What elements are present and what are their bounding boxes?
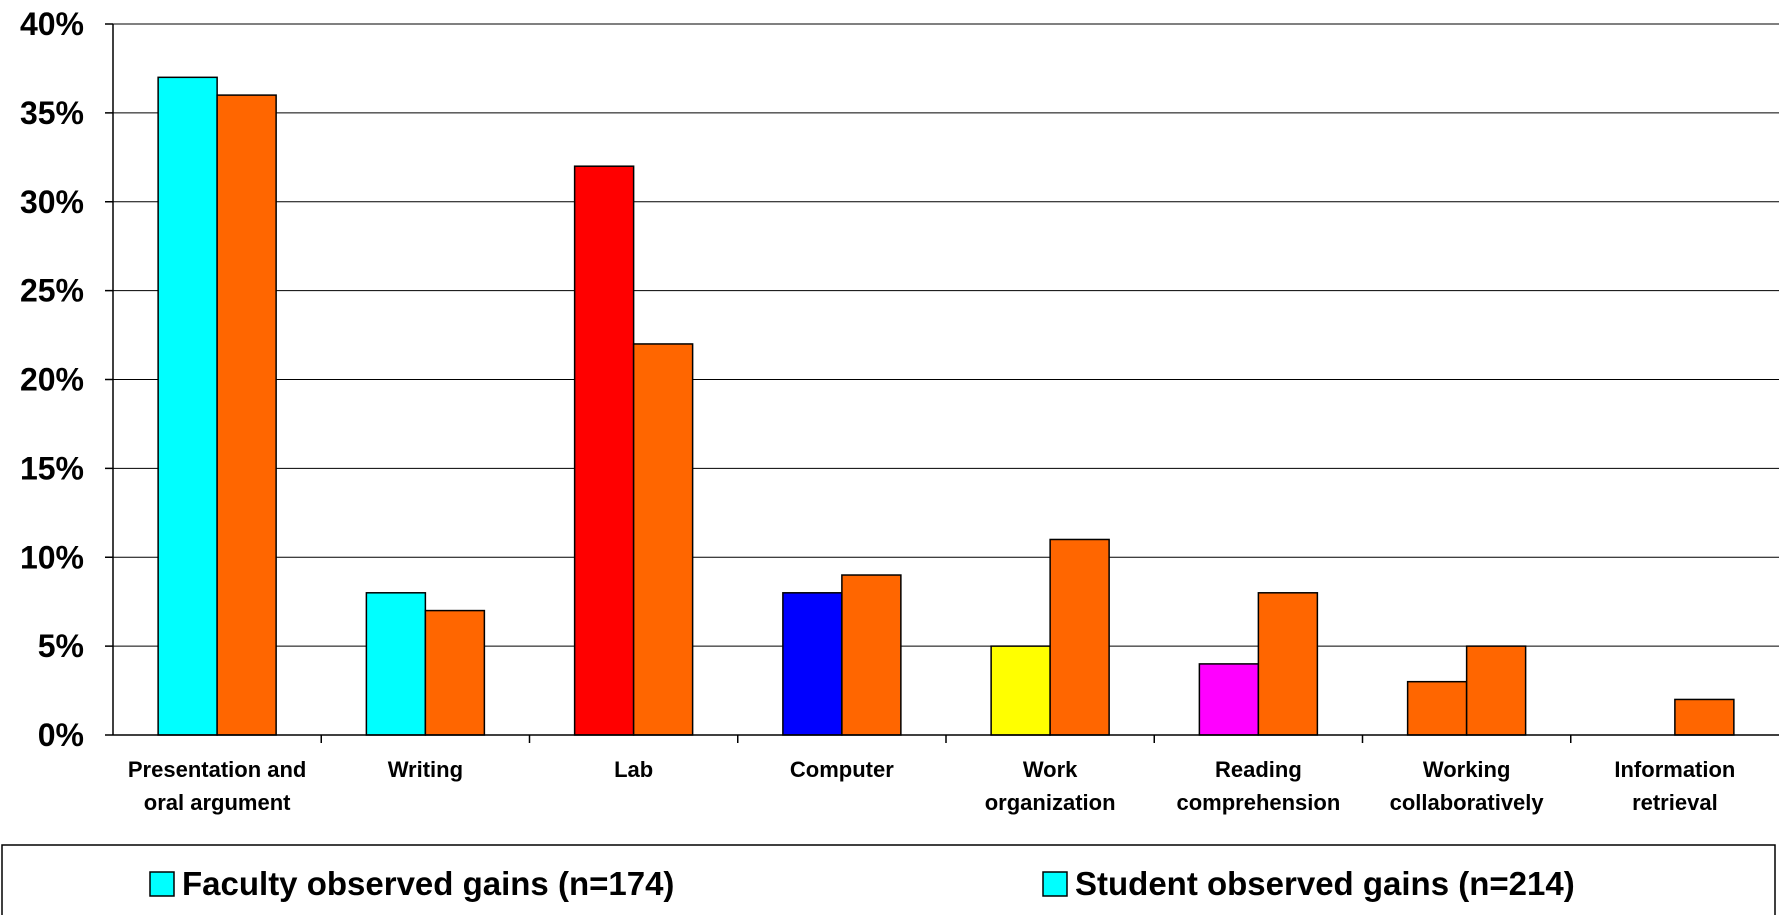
category-label: Lab [614,757,653,782]
legend-swatch [149,871,175,897]
legend-label: Student observed gains (n=214) [1075,865,1575,902]
category-label: comprehension [1176,790,1340,815]
student-bar [1674,698,1735,736]
category-label: Working [1423,757,1511,782]
category-label: Computer [790,757,894,782]
y-tick-label: 40% [20,6,84,42]
legend: Faculty observed gains (n=174) Student ob… [1,844,1776,915]
faculty-bar [157,76,218,736]
category-label: Reading [1215,757,1302,782]
y-tick-label: 30% [20,184,84,220]
y-tick-label: 20% [20,362,84,398]
y-tick-label: 0% [38,717,84,753]
y-tick-label: 5% [38,628,84,664]
gridlines [113,23,1779,647]
student-bar [424,609,486,736]
category-label: Writing [388,757,463,782]
y-tick-label: 25% [20,273,84,309]
student-bar [1465,645,1527,736]
faculty-bar [365,592,427,736]
category-label: Presentation and [128,757,306,782]
faculty-bar [1198,663,1260,736]
legend-label: Faculty observed gains (n=174) [182,865,674,902]
student-bar [841,574,902,736]
y-tick-labels: 0% 5% 10% 15% 20% 25% 30% 35% 40% [20,6,84,753]
y-tick-label: 35% [20,95,84,131]
faculty-bar [1406,680,1468,736]
bars [157,76,1735,736]
category-label: oral argument [144,790,291,815]
student-bar [216,94,277,736]
faculty-bar [782,592,843,736]
category-label: organization [985,790,1116,815]
faculty-bar [990,645,1051,736]
student-bar [1257,592,1319,736]
student-bar [632,343,694,736]
legend-box [1,844,1776,915]
axes [105,23,1779,743]
y-tick-label: 10% [20,539,84,575]
category-labels: Presentation and oral argument Writing Lab C… [128,757,1735,815]
y-tick-label: 15% [20,450,84,486]
faculty-bar [573,165,635,736]
category-label: Work [1023,757,1078,782]
category-label: retrieval [1632,790,1718,815]
student-bar [1049,538,1110,736]
category-label: collaboratively [1390,790,1545,815]
category-label: Information [1614,757,1735,782]
legend-swatch [1042,871,1068,897]
